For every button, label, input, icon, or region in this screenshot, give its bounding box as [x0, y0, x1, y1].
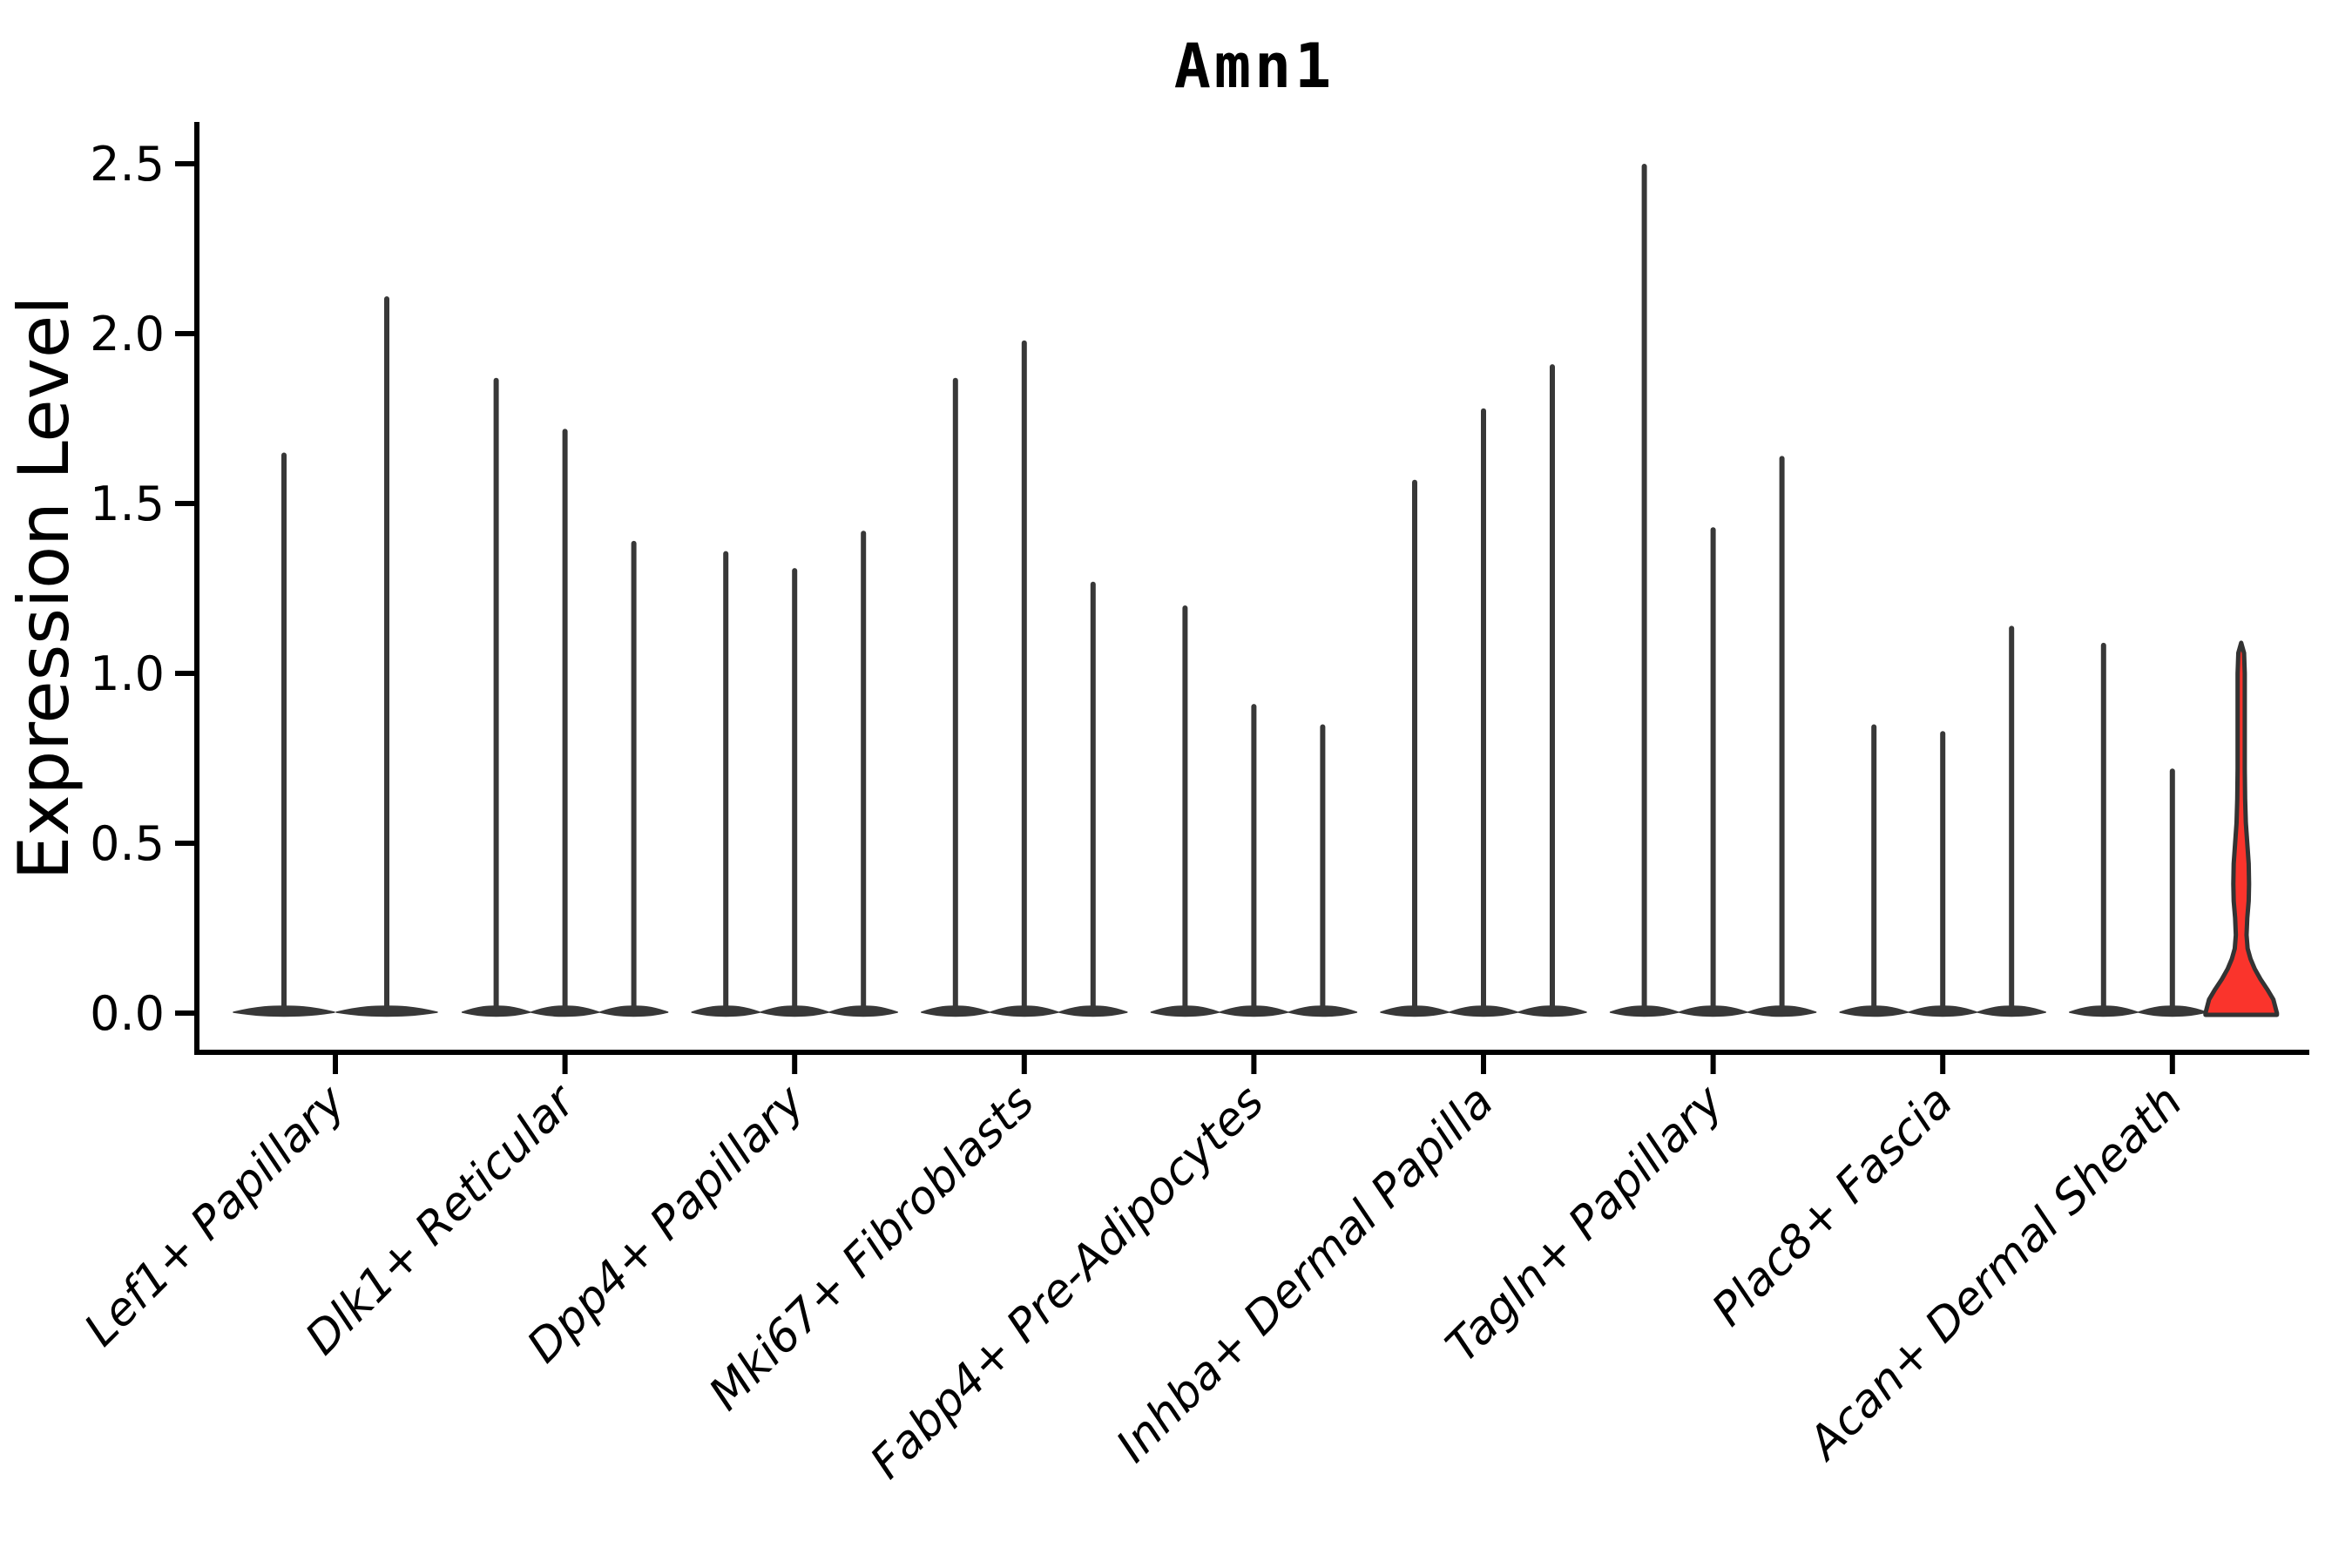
x-tick — [562, 1055, 568, 1074]
y-tick — [175, 161, 194, 166]
x-tick — [1710, 1055, 1716, 1074]
category-label: Acan+ Dermal Sheath — [1797, 1076, 2193, 1471]
x-tick — [1021, 1055, 1027, 1074]
x-tick — [1251, 1055, 1257, 1074]
x-tick — [792, 1055, 798, 1074]
y-tick — [175, 671, 194, 676]
y-tick-label: 2.5 — [90, 137, 165, 192]
x-tick — [2169, 1055, 2175, 1074]
y-axis-spine — [194, 122, 199, 1055]
category-label: Plac8+ Fascia — [1702, 1076, 1963, 1336]
category-label: Inhba+ Dermal Papilla — [1106, 1076, 1504, 1473]
y-axis-label: Expression Level — [3, 296, 84, 881]
y-tick-label: 0.0 — [90, 986, 165, 1041]
y-tick-label: 0.5 — [90, 816, 165, 871]
highlight-violin — [2203, 640, 2280, 1017]
x-tick — [1940, 1055, 1946, 1074]
y-tick — [175, 501, 194, 506]
category-label: Fabp4+ Pre-Adipocytes — [861, 1076, 1274, 1490]
chart-title: Amn1 — [1174, 30, 1335, 102]
x-tick — [333, 1055, 338, 1074]
y-tick-label: 1.5 — [90, 476, 165, 531]
y-tick — [175, 331, 194, 336]
x-tick — [1481, 1055, 1486, 1074]
y-tick — [175, 841, 194, 846]
y-tick-label: 2.0 — [90, 307, 165, 362]
y-tick-label: 1.0 — [90, 646, 165, 701]
y-tick — [175, 1010, 194, 1016]
x-axis-spine — [194, 1050, 2309, 1055]
